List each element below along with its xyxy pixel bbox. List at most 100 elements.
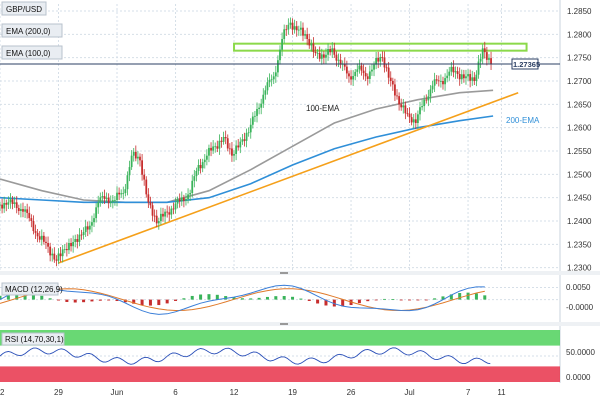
candle-body xyxy=(469,74,472,81)
candle-body xyxy=(164,211,166,217)
candle-body xyxy=(26,209,29,213)
symbol-badge[interactable]: GBP/USD xyxy=(1,1,47,16)
candle-body xyxy=(191,180,194,193)
macd-tick-high: 0.0050 xyxy=(566,283,591,292)
candle-body xyxy=(34,231,37,233)
date-tick-label: 26 xyxy=(347,388,356,397)
candle-body xyxy=(339,59,342,65)
macd-histogram-bar xyxy=(299,298,303,300)
candle-body xyxy=(214,146,217,148)
macd-line xyxy=(0,284,485,315)
candle-body xyxy=(473,77,476,81)
candle-body xyxy=(45,241,47,243)
price-tick-label: 1.2350 xyxy=(567,240,592,249)
macd-histogram-bar xyxy=(40,295,44,300)
rsi-badge[interactable]: RSI (14,70,30,1) xyxy=(1,332,65,346)
macd-histogram-bar xyxy=(98,299,102,301)
candle-body xyxy=(435,79,438,81)
macd-histogram-bar xyxy=(274,296,278,300)
macd-histogram-bar xyxy=(82,299,86,303)
candle-body xyxy=(28,212,31,219)
trendline-path xyxy=(58,91,519,264)
date-tick-label: 11 xyxy=(497,388,506,397)
candle-body xyxy=(65,249,68,251)
candle-body xyxy=(218,140,221,149)
ema-100-path xyxy=(0,89,494,204)
candle-body xyxy=(237,145,240,148)
macd-histogram-bar xyxy=(57,299,61,301)
candle-body xyxy=(371,69,373,72)
candle-body xyxy=(299,27,302,30)
candle-body xyxy=(366,76,369,79)
candle-body xyxy=(47,242,49,247)
macd-badge[interactable]: MACD (12,26,9) xyxy=(1,282,63,296)
candle-body xyxy=(262,94,265,104)
macd-histogram-bar xyxy=(148,299,152,306)
candle-body xyxy=(3,202,6,209)
candle-body xyxy=(170,208,173,215)
candle-body xyxy=(208,147,210,156)
candle-body xyxy=(40,235,43,240)
panel-resize-handle-2[interactable] xyxy=(280,323,288,325)
candle-body xyxy=(295,26,298,31)
candle-body xyxy=(24,209,26,212)
candle-body xyxy=(488,58,490,60)
macd-histogram-bar xyxy=(215,294,219,300)
macd-histogram-bar xyxy=(441,296,445,300)
macd-histogram-bar xyxy=(174,299,178,301)
candle-body xyxy=(168,212,171,215)
candle-body xyxy=(477,61,480,75)
macd-histogram-bar xyxy=(31,293,35,300)
price-tick-label: 1.2850 xyxy=(567,7,592,16)
candle-body xyxy=(360,65,363,71)
candle-body xyxy=(222,137,225,142)
candle-body xyxy=(331,48,334,53)
candle-body xyxy=(345,66,348,74)
symbol-label: GBP/USD xyxy=(6,5,42,14)
candle-body xyxy=(258,107,261,109)
candle-body xyxy=(325,54,327,58)
candle-body xyxy=(95,207,98,219)
panel-resize-handle-1[interactable] xyxy=(280,272,288,274)
candle-body xyxy=(80,234,83,236)
candle-body xyxy=(316,52,319,54)
macd-histogram-bar xyxy=(165,299,169,304)
candle-body xyxy=(348,73,350,77)
candle-body xyxy=(362,70,365,74)
candle-body xyxy=(185,199,187,201)
candle-body xyxy=(105,197,108,199)
candle-body xyxy=(272,76,275,80)
macd-histogram-bar xyxy=(374,299,378,301)
candle-body xyxy=(55,259,58,261)
date-tick-label: 7 xyxy=(466,388,471,397)
resistance-zone-box xyxy=(233,42,528,52)
candle-body xyxy=(318,52,321,59)
candle-body xyxy=(410,117,413,123)
candle-body xyxy=(293,26,296,30)
rsi-label: RSI (14,70,30,1) xyxy=(5,335,64,344)
candle-body xyxy=(419,107,421,115)
candle-body xyxy=(431,85,434,90)
candle-body xyxy=(68,242,70,251)
candle-body xyxy=(176,199,179,204)
candle-body xyxy=(199,165,202,169)
ema-100-badge-label: EMA (100,0) xyxy=(6,49,51,58)
candle-body xyxy=(49,246,52,256)
macd-histogram-bar xyxy=(474,293,478,300)
candle-body xyxy=(354,71,357,77)
candle-body xyxy=(178,199,181,202)
candle-body xyxy=(358,65,361,70)
candle-body xyxy=(212,146,215,151)
macd-histogram-bar xyxy=(240,298,244,300)
rsi-oversold-band xyxy=(0,366,560,382)
candle-body xyxy=(197,165,200,171)
last-price-value: 1.27365 xyxy=(513,60,540,69)
candle-body xyxy=(333,48,336,55)
candle-body xyxy=(86,226,89,230)
ema-200-badge[interactable]: EMA (200,0) xyxy=(1,23,63,38)
ema-100-badge[interactable]: EMA (100,0) xyxy=(1,45,63,60)
price-tick-label: 1.2750 xyxy=(567,54,592,63)
candle-body xyxy=(107,197,110,204)
candle-body xyxy=(452,66,455,73)
candle-body xyxy=(32,221,35,232)
